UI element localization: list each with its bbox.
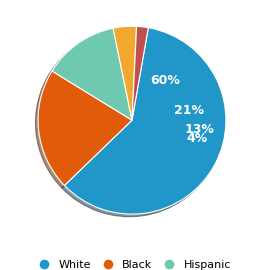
Wedge shape xyxy=(113,26,136,120)
Text: 13%: 13% xyxy=(184,123,214,136)
Text: 21%: 21% xyxy=(175,104,204,117)
Text: 60%: 60% xyxy=(150,74,180,87)
Wedge shape xyxy=(38,71,132,185)
Wedge shape xyxy=(52,28,132,120)
Legend: White, Black, Hispanic: White, Black, Hispanic xyxy=(29,255,235,270)
Wedge shape xyxy=(132,26,148,120)
Text: 4%: 4% xyxy=(186,132,208,145)
Wedge shape xyxy=(64,28,226,214)
